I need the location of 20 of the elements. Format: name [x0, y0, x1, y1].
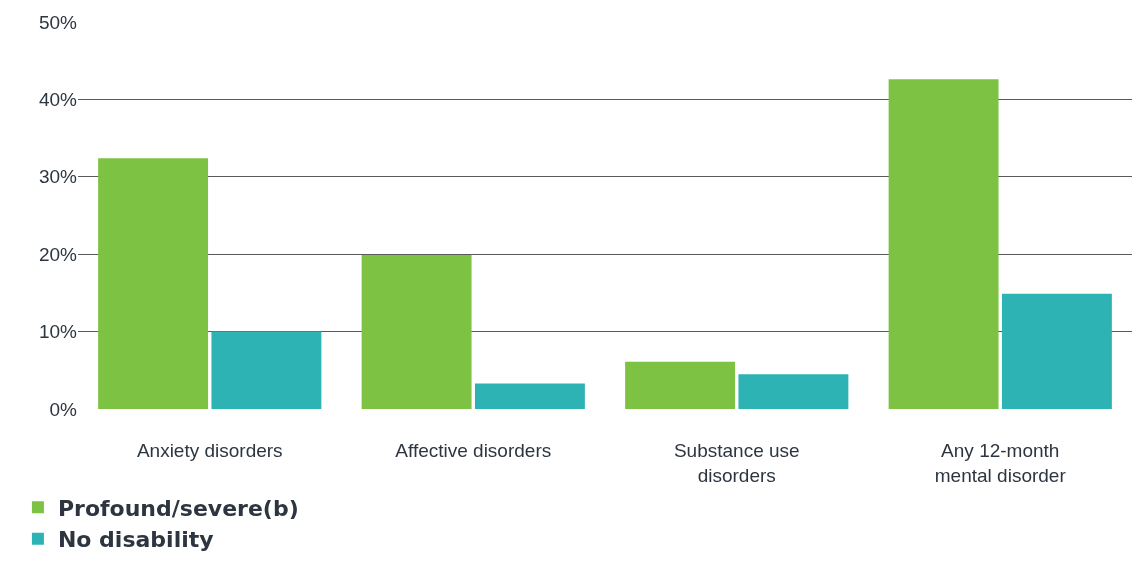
- legend-label: No disability: [57, 527, 214, 553]
- y-tick-label: 30%: [38, 166, 78, 188]
- y-tick-label: 20%: [38, 243, 78, 265]
- y-tick-label: 40%: [38, 89, 78, 111]
- bar: [474, 383, 585, 409]
- bar: [1001, 293, 1112, 409]
- y-tick-label: 10%: [38, 321, 78, 343]
- bar: [888, 79, 999, 409]
- bar: [361, 254, 472, 409]
- x-tick-label: Affective disorders: [395, 440, 552, 461]
- x-tick-label: Anxiety disorders: [136, 440, 283, 461]
- bar: [98, 158, 209, 409]
- bar: [738, 374, 849, 409]
- x-tick-label: Substance use disorders: [673, 440, 800, 486]
- bar: [211, 331, 322, 409]
- bar: [625, 361, 736, 409]
- y-tick-label: 0%: [49, 398, 78, 420]
- x-tick-label: Any 12-month mental disorder: [934, 440, 1067, 486]
- y-tick-label: 50%: [38, 11, 78, 33]
- legend-label: Profound/severe(b): [57, 495, 299, 521]
